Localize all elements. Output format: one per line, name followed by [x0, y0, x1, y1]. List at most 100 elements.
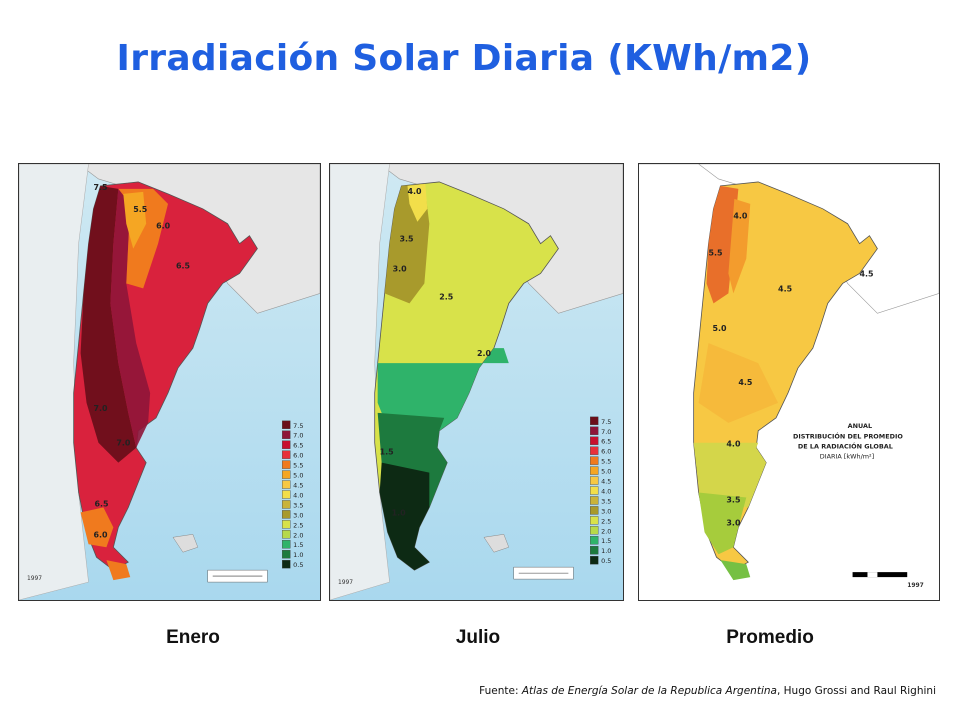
svg-text:5.5: 5.5 [133, 205, 147, 214]
legend-enero: 7.5 7.0 6.5 6.0 5.5 5.0 4.54.0 3.5 3.0 2.5 2.0 1.5 1… [282, 420, 303, 569]
svg-text:1.5: 1.5 [380, 448, 394, 457]
legend-label: 3.5 [293, 501, 303, 509]
source-title: Atlas de Energía Solar de la Republica A… [521, 685, 777, 697]
legend-label: 2.0 [601, 527, 611, 535]
legend-label: 4.0 [601, 487, 611, 495]
legend-label: 4.5 [293, 482, 303, 490]
svg-text:7.0: 7.0 [94, 404, 109, 413]
svg-text:6.0: 6.0 [156, 222, 171, 231]
legend-swatch [282, 530, 291, 539]
svg-text:1997: 1997 [338, 579, 353, 586]
legend-swatch [590, 486, 599, 495]
map-julio-graphic: 4.0 3.5 3.0 2.5 2.0 1.5 1.0 7.5 7.0 6.5 6.0… [330, 164, 623, 600]
legend-swatch [590, 546, 599, 555]
legend-swatch [282, 550, 291, 559]
legend-swatch [590, 446, 599, 455]
source-suffix: , Hugo Grossi and Raul Righini [776, 685, 936, 697]
legend-swatch [282, 420, 291, 429]
map-julio: 4.0 3.5 3.0 2.5 2.0 1.5 1.0 7.5 7.0 6.5 6.0… [329, 163, 624, 601]
legend-label: 7.0 [293, 432, 303, 440]
legend-swatch [590, 436, 599, 445]
legend-label: 5.0 [601, 468, 611, 476]
legend-label: 7.5 [293, 422, 303, 430]
svg-text:6.5: 6.5 [94, 499, 108, 508]
legend-label: 5.5 [293, 462, 303, 470]
svg-text:1.0: 1.0 [392, 508, 407, 517]
svg-text:4.0: 4.0 [726, 440, 741, 449]
promedio-inset-title: ANUAL DISTRIBUCIÓN DEL PROMEDIO DE LA RA… [793, 422, 903, 461]
legend-swatch [590, 506, 599, 515]
legend-label: 3.0 [601, 507, 611, 515]
legend-swatch [590, 466, 599, 475]
legend-swatch [282, 559, 291, 569]
legend-label: 1.0 [293, 551, 303, 559]
legend-label: 6.5 [601, 438, 611, 446]
caption-promedio: Promedio [726, 627, 814, 648]
legend-label: 6.5 [293, 442, 303, 450]
legend-swatch [282, 520, 291, 529]
legend-swatch [590, 416, 599, 426]
caption-enero: Enero [166, 627, 220, 648]
legend-swatch [590, 426, 599, 435]
legend-label: 2.0 [293, 531, 303, 539]
legend-swatch [590, 526, 599, 535]
svg-text:7.0: 7.0 [116, 439, 131, 448]
legend-swatch [590, 456, 599, 465]
legend-label: 3.5 [601, 497, 611, 505]
svg-text:6.0: 6.0 [94, 530, 109, 539]
svg-text:4.5: 4.5 [778, 284, 792, 293]
svg-text:4.0: 4.0 [407, 187, 422, 196]
svg-text:7.5: 7.5 [94, 183, 108, 192]
legend-swatch [590, 556, 599, 565]
map-enero: 7.5 5.5 6.0 6.5 7.0 7.0 6.5 6.0 7.5 7.0 6.… [18, 163, 321, 601]
legend-swatch [590, 536, 599, 545]
legend-swatch [282, 500, 291, 509]
legend-julio: 7.5 7.0 6.5 6.0 5.5 5.0 4.54.0 3.5 3.0 2.5 2.0 1.5 1… [590, 416, 611, 565]
svg-text:1997: 1997 [27, 575, 42, 582]
legend-label: 0.5 [293, 561, 303, 569]
map-enero-graphic: 7.5 5.5 6.0 6.5 7.0 7.0 6.5 6.0 7.5 7.0 6.… [19, 164, 320, 600]
legend-label: 6.0 [601, 448, 611, 456]
legend-swatch [282, 490, 291, 499]
legend-label: 3.0 [293, 511, 303, 519]
svg-text:4.5: 4.5 [738, 378, 752, 387]
svg-text:3.5: 3.5 [726, 495, 740, 504]
inset-title-line-1: ANUAL [848, 422, 873, 430]
inset-title-line-3: DE LA RADIACIÓN GLOBAL [798, 442, 893, 451]
map-promedio-graphic: 4.0 5.5 5.0 4.5 4.5 4.5 4.0 3.5 3.0 ANUA… [639, 164, 939, 600]
source-citation: Fuente: Atlas de Energía Solar de la Rep… [479, 685, 936, 697]
legend-label: 2.5 [601, 517, 611, 525]
legend-label: 1.5 [601, 537, 611, 545]
svg-text:3.5: 3.5 [400, 235, 414, 244]
legend-label: 5.0 [293, 472, 303, 480]
svg-text:2.5: 2.5 [439, 292, 453, 301]
svg-text:3.0: 3.0 [726, 518, 741, 527]
legend-swatch [282, 510, 291, 519]
legend-label: 4.0 [293, 491, 303, 499]
svg-text:4.0: 4.0 [733, 212, 748, 221]
legend-label: 7.0 [601, 428, 611, 436]
legend-swatch [282, 480, 291, 489]
svg-text:5.5: 5.5 [709, 249, 723, 258]
svg-text:2.0: 2.0 [477, 349, 492, 358]
inset-title-line-4: DIARIA [kWh/m²] [820, 453, 874, 461]
legend-label: 1.5 [293, 541, 303, 549]
legend-swatch [282, 460, 291, 469]
source-prefix: Fuente: [479, 685, 522, 697]
svg-text:3.0: 3.0 [393, 264, 408, 273]
caption-julio: Julio [455, 627, 501, 648]
legend-swatch [282, 440, 291, 449]
legend-label: 0.5 [601, 557, 611, 565]
legend-swatch [282, 540, 291, 549]
map-promedio: 4.0 5.5 5.0 4.5 4.5 4.5 4.0 3.5 3.0 ANUA… [638, 163, 940, 601]
legend-label: 2.5 [293, 521, 303, 529]
legend-swatch [282, 450, 291, 459]
legend-label: 6.0 [293, 452, 303, 460]
legend-label: 1.0 [601, 547, 611, 555]
svg-text:4.5: 4.5 [860, 269, 874, 278]
svg-text:6.5: 6.5 [176, 262, 190, 271]
legend-label: 5.5 [601, 458, 611, 466]
legend-swatch [590, 516, 599, 525]
legend-swatch [590, 496, 599, 505]
svg-text:5.0: 5.0 [713, 324, 728, 333]
